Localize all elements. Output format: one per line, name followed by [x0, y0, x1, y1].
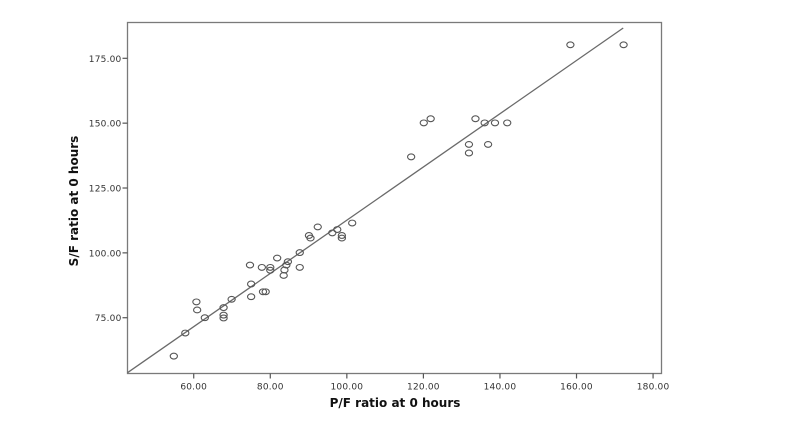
data-point	[295, 263, 304, 271]
data-point	[313, 223, 322, 231]
data-point	[193, 306, 202, 314]
data-point	[219, 314, 228, 322]
x-tick-label: 160.00	[560, 383, 593, 393]
plot-area	[126, 21, 663, 375]
data-point	[257, 263, 267, 271]
y-tick-label: 150.00	[89, 120, 122, 130]
data-point	[337, 234, 347, 242]
x-tick-label: 80.00	[257, 383, 284, 393]
data-point	[490, 119, 500, 127]
data-point	[192, 298, 201, 306]
data-point	[419, 119, 428, 127]
data-point	[283, 258, 293, 266]
data-point	[266, 266, 275, 274]
data-point	[227, 295, 236, 303]
y-tick-label: 125.00	[89, 185, 122, 195]
x-axis: 60.00 80.00 100.00 120.00 140.00 160.00 180.00	[180, 373, 812, 398]
x-tick-label: 140.00	[484, 383, 517, 393]
data-point	[483, 140, 493, 148]
data-point	[337, 232, 347, 239]
data-point	[246, 293, 256, 301]
x-axis-title: P/F ratio at 0 hours	[330, 396, 461, 410]
data-point	[261, 288, 270, 296]
y-tick-label: 175.00	[89, 55, 122, 65]
data-point	[169, 352, 178, 360]
data-point	[219, 304, 228, 312]
data-point	[471, 115, 480, 123]
x-tick-label: 100.00	[330, 383, 363, 393]
data-point	[273, 254, 282, 262]
x-tick-label: 60.00	[180, 383, 207, 393]
y-axis: 75.00 100.00 125.00 150.00 175.00	[89, 55, 128, 324]
data-point	[407, 153, 416, 161]
data-point	[306, 234, 315, 242]
label-clip	[669, 377, 812, 398]
plot-frame	[126, 21, 663, 375]
data-point	[333, 226, 342, 233]
x-tick-label: 180.00	[637, 383, 670, 393]
data-point	[480, 119, 489, 127]
data-point	[219, 311, 228, 319]
data-point	[566, 41, 575, 49]
data-point	[282, 261, 291, 269]
data-point	[258, 288, 268, 296]
data-point	[266, 263, 275, 271]
data-point	[426, 115, 435, 123]
data-point	[246, 280, 256, 288]
y-tick-label: 75.00	[95, 314, 122, 324]
regression-line	[127, 27, 624, 374]
data-point	[464, 149, 474, 157]
y-axis-title: S/F ratio at 0 hours	[67, 136, 81, 267]
data-point	[503, 119, 512, 127]
data-point	[328, 229, 337, 237]
x-tick-label: 120.00	[407, 383, 440, 393]
data-point	[348, 219, 357, 227]
data-point	[181, 329, 190, 337]
data-point	[464, 140, 474, 148]
data-point	[295, 249, 304, 257]
data-point	[279, 271, 288, 279]
data-point	[245, 261, 255, 269]
data-point	[200, 314, 209, 322]
y-tick-label: 100.00	[89, 249, 122, 259]
data-point	[619, 41, 628, 49]
